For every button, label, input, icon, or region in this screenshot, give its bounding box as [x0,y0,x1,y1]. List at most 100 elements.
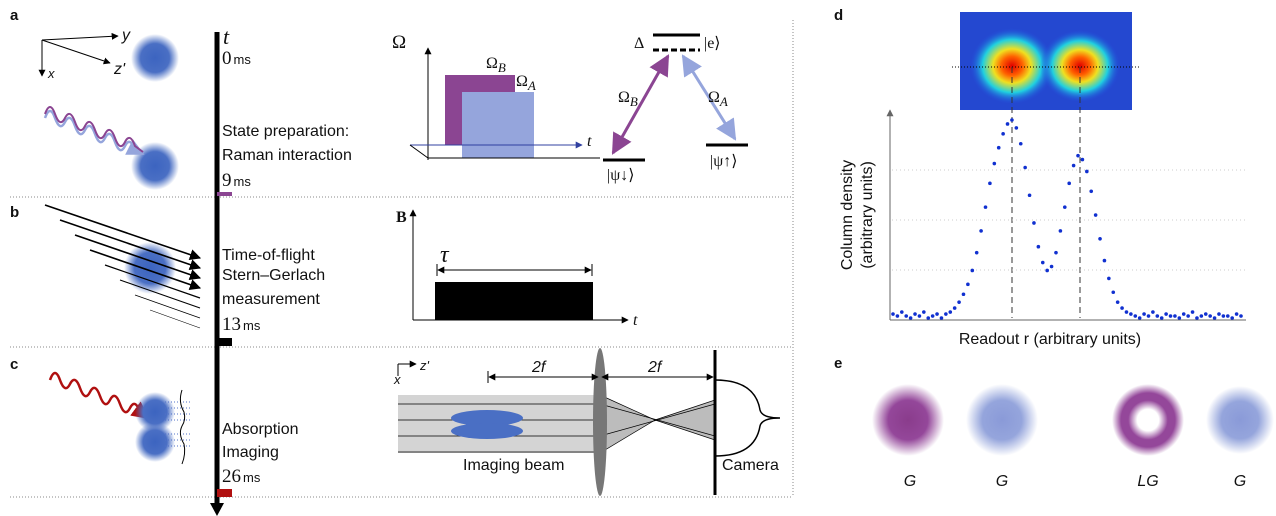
profile-point [1081,158,1085,162]
symbol: Ω [516,73,528,90]
y-axis-label: Column density [839,160,856,270]
mode-label: G [1234,473,1246,490]
time-unit: ms [234,52,252,67]
pulse-a [462,92,534,158]
duration-label: τ [440,242,450,268]
profile-point [904,314,908,318]
profile-point [1037,245,1041,249]
profile-point [909,316,913,320]
panel-label: e [834,355,842,372]
stage-text: Imaging [222,444,279,461]
mode-label: G [904,473,916,490]
coupling-label: ΩA [708,89,728,109]
profile-point [1010,118,1014,122]
camera-label: Camera [722,457,779,474]
beam-cone [600,395,715,453]
axis [410,145,428,158]
profile-point [1015,126,1019,130]
profile-point [1028,193,1032,197]
pulse-label: ΩB [486,55,506,75]
beam-label: Imaging beam [463,457,564,474]
profile-point [1204,312,1208,316]
profile-point [1230,316,1234,320]
profile-point [1208,314,1212,318]
profile-point [1151,310,1155,314]
stage-marker [217,338,232,346]
distance-arrows [398,364,713,383]
beam-mode [1112,384,1184,456]
profile-point [1156,314,1160,318]
gradient-arrows [45,205,200,328]
axis-label: t [587,133,592,150]
field-pulse [435,282,593,320]
profile-point [993,162,997,166]
profile-point [931,314,935,318]
profile-point [926,316,930,320]
time-unit: ms [243,470,261,485]
panel-label: b [10,204,19,221]
profile-point [1094,213,1098,217]
profile-point [975,251,979,255]
profile-point [1032,221,1036,225]
profile-point [1067,182,1071,186]
stage-text: measurement [222,291,320,308]
profile-point [1125,310,1129,314]
profile-point [922,310,926,314]
profile-point [1195,316,1199,320]
cloud-image [451,423,523,439]
distance-label: 2f [531,359,547,376]
x-axis-label: Readout r (arbitrary units) [959,331,1141,348]
profile-point [1050,265,1054,269]
profile-point [896,314,900,318]
axis-arrow [42,40,110,63]
axis-label: t [633,312,638,329]
stage-text: Raman interaction [222,147,352,164]
figure: a y x z' t 0ms State preparation: Raman … [0,0,1276,516]
axis-label: Ω [392,32,406,53]
profile-point [1001,132,1005,136]
profile-point [1178,316,1182,320]
page: {"panels": { "a": {"label": "a", "axes":… [0,0,1276,516]
subscript: B [630,94,638,109]
axis-label: x [47,66,55,81]
profile-point [1142,312,1146,316]
time-unit: ms [234,174,252,189]
time-value: 0 [222,48,232,69]
symbol: Ω [486,55,498,72]
y-axis-label: (arbitrary units) [859,161,876,269]
profile-point [1147,314,1151,318]
profile-point [1169,314,1173,318]
profile-point [970,269,974,273]
profile-point [1138,316,1142,320]
profile-point [918,314,922,318]
field-arrow [135,295,200,318]
profile-point [1089,189,1093,193]
panel-label: c [10,356,18,373]
beam-mode [1206,386,1274,454]
atom-cloud [124,242,176,294]
beam-mode [966,384,1038,456]
stage-marker [217,192,232,196]
profile-point [1129,312,1133,316]
profile-point [1182,312,1186,316]
profile-point [1054,251,1058,255]
lens [593,348,607,496]
profile-point [988,182,992,186]
atom-cloud [131,34,179,82]
symbol: Ω [708,89,720,106]
profile-point [1076,154,1080,158]
imaging-light [50,373,148,418]
symbol: Ω [618,89,630,106]
stage-text: Time-of-flight [222,247,315,264]
profile-point [940,316,944,320]
distance-label: 2f [647,359,663,376]
stage-text: Stern–Gerlach [222,267,325,284]
raman-beam [45,111,143,154]
profile-point [1191,310,1195,314]
time-value: 9 [222,170,232,191]
field-arrow [45,205,200,258]
profile-point [1213,316,1217,320]
profile-point [891,312,895,316]
mode-label: LG [1137,473,1158,490]
